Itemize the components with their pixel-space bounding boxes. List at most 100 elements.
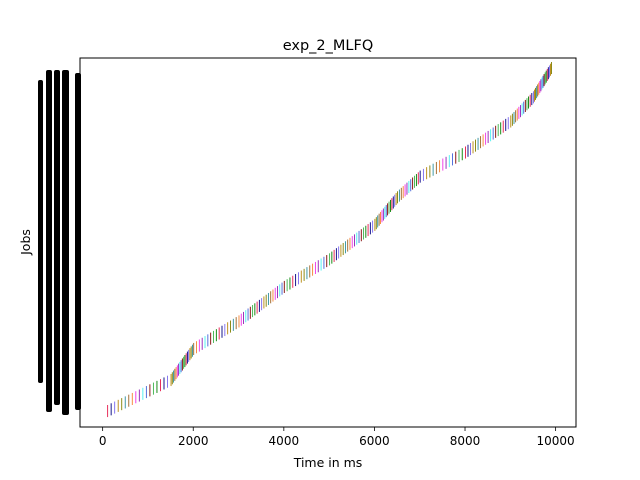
job-segment (492, 127, 494, 140)
job-segment (175, 367, 177, 380)
job-segment (485, 132, 487, 145)
job-segment (520, 105, 521, 118)
job-segment (497, 124, 499, 137)
job-segment (183, 356, 185, 369)
job-segment (186, 351, 188, 364)
job-segment (323, 256, 325, 269)
job-segment (176, 365, 178, 378)
job-segment (188, 349, 190, 362)
job-segment (170, 373, 172, 387)
job-segment (356, 232, 358, 245)
job-segment (185, 353, 187, 366)
job-segment (521, 103, 523, 116)
job-segment (189, 348, 191, 361)
job-segment (538, 82, 540, 95)
job-segment (277, 286, 278, 299)
job-segment (210, 332, 212, 345)
job-segment (279, 284, 281, 297)
job-segment (546, 68, 548, 81)
job-segment (439, 160, 441, 173)
job-segment (295, 274, 297, 287)
job-segment (536, 86, 538, 99)
job-segment (398, 189, 400, 202)
job-segment (267, 292, 269, 306)
job-segment (180, 360, 182, 373)
job-segment (306, 267, 308, 280)
job-segment (385, 205, 387, 218)
job-segment (390, 199, 391, 212)
job-segment (351, 236, 353, 249)
job-segment (458, 149, 460, 162)
job-segment (507, 117, 509, 130)
job-segment (419, 170, 421, 183)
job-segment (382, 208, 384, 221)
job-segment (526, 98, 528, 111)
job-segment (238, 315, 240, 328)
x-tick-label: 10000 (537, 434, 575, 448)
job-segment (227, 322, 229, 335)
job-segment (207, 334, 209, 347)
job-segment (480, 136, 482, 149)
job-segment (258, 299, 260, 312)
job-segment (191, 344, 193, 357)
job-segment (455, 151, 457, 164)
job-segment (354, 234, 355, 247)
job-segment (196, 341, 197, 354)
job-segment (402, 186, 404, 199)
job-segment (365, 225, 367, 238)
job-segment (265, 294, 267, 307)
job-segment (470, 143, 471, 156)
job-label-block (54, 70, 60, 405)
job-segment (124, 396, 126, 409)
job-segment (542, 75, 544, 88)
job-segment (548, 65, 550, 78)
job-segment (213, 330, 214, 343)
job-segment (338, 246, 340, 259)
job-segment (375, 217, 377, 230)
job-label-block (38, 80, 43, 383)
job-segment (270, 291, 272, 304)
chart-title: exp_2_MLFQ (283, 38, 374, 54)
job-segment (381, 210, 383, 223)
job-label-block (46, 70, 52, 412)
job-segment (495, 125, 497, 138)
job-segment (472, 141, 474, 154)
job-segment (181, 358, 183, 371)
job-segment (442, 158, 444, 171)
job-segment (314, 261, 316, 275)
job-segment (540, 79, 542, 92)
job-segment (452, 153, 453, 166)
job-segment (333, 249, 335, 262)
job-segment (117, 399, 119, 412)
job-segment (547, 67, 549, 80)
job-segment (412, 177, 414, 190)
job-segment (171, 372, 173, 385)
job-segment (467, 144, 469, 157)
job-label-block (62, 70, 69, 415)
job-segment (190, 346, 192, 359)
job-segment (358, 230, 360, 243)
job-segment (532, 91, 534, 104)
y-axis-label: Jobs (18, 229, 33, 256)
job-segment (128, 394, 130, 407)
x-tick-label: 2000 (178, 434, 209, 448)
job-segment (297, 272, 299, 285)
job-segment (384, 206, 386, 219)
job-segment (300, 270, 302, 283)
job-segment (435, 161, 437, 175)
job-segment (342, 242, 344, 256)
job-segment (487, 130, 489, 144)
job-segment (201, 337, 203, 350)
job-segment (215, 329, 217, 342)
job-segment (377, 215, 379, 228)
job-segment (272, 289, 274, 302)
job-segment (367, 224, 369, 237)
job-segment (331, 251, 333, 264)
job-segment (543, 74, 545, 87)
job-segment (551, 62, 552, 75)
x-tick-label: 6000 (359, 434, 390, 448)
job-segment (252, 305, 254, 318)
job-segment (477, 137, 479, 150)
job-segments (107, 62, 552, 418)
job-segment (394, 194, 396, 207)
